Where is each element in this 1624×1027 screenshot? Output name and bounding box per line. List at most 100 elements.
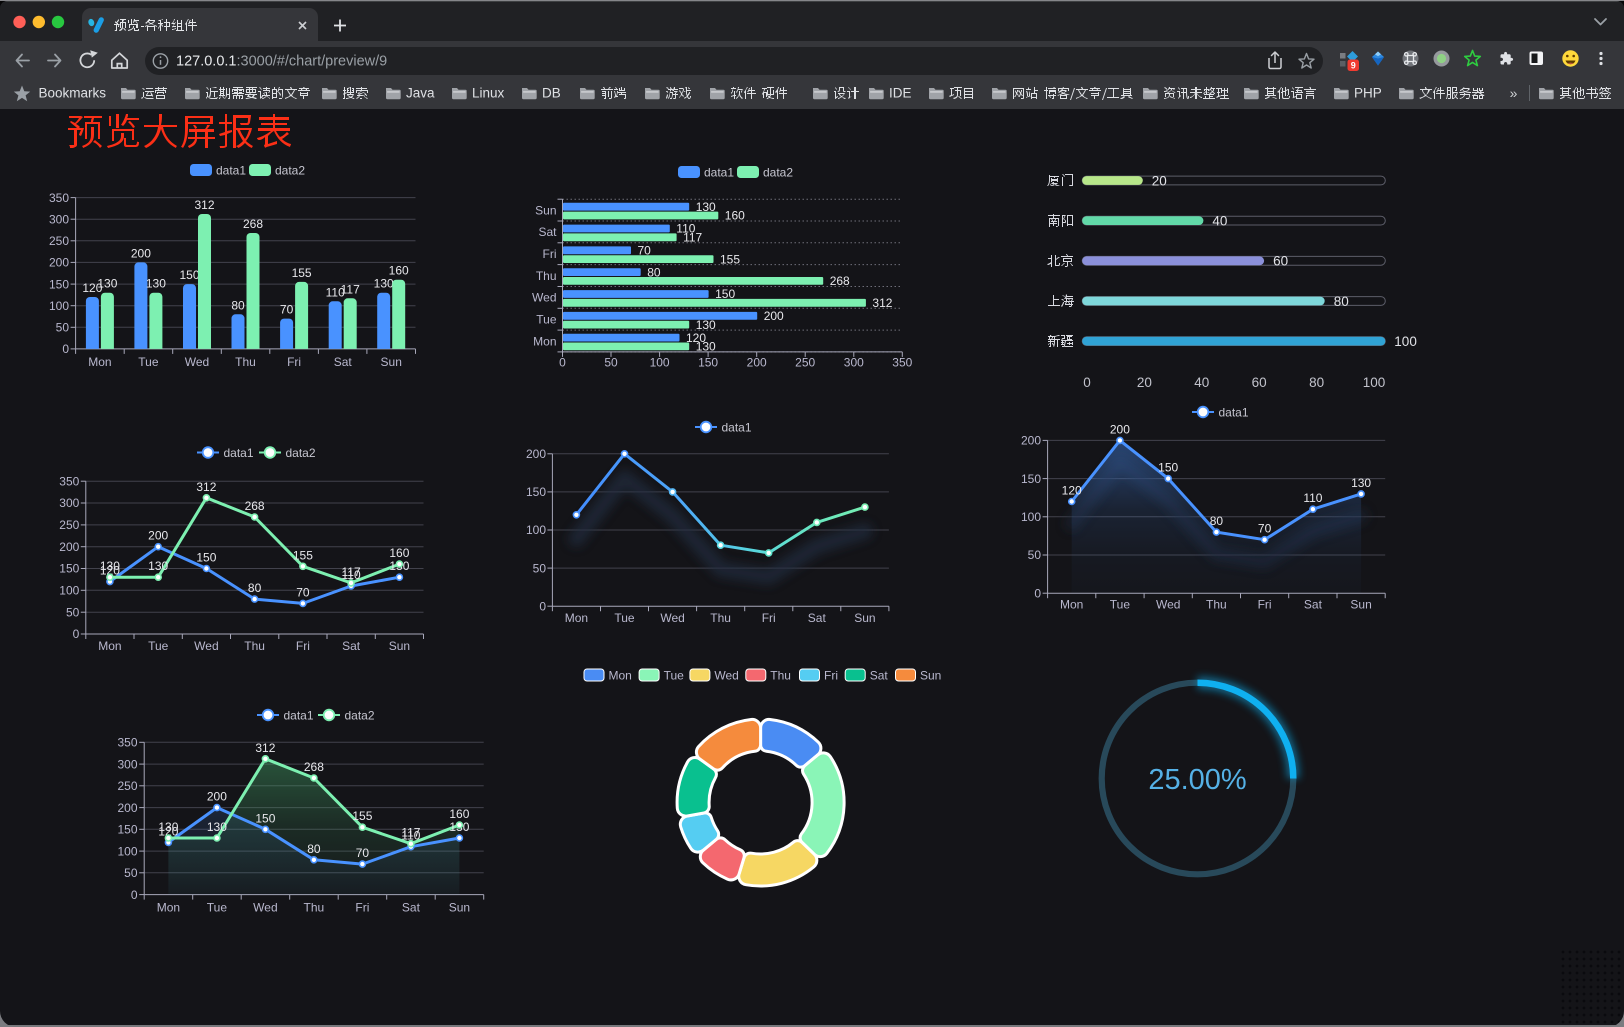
svg-text:80: 80 — [231, 298, 245, 312]
svg-text:Sun: Sun — [381, 355, 402, 369]
svg-text:100: 100 — [117, 844, 137, 858]
svg-text:0: 0 — [1083, 375, 1091, 390]
svg-text:Mon: Mon — [533, 334, 556, 348]
svg-text:250: 250 — [59, 518, 79, 532]
svg-text:60: 60 — [1273, 254, 1288, 269]
svg-text:Fri: Fri — [824, 669, 838, 683]
svg-text:20: 20 — [1152, 173, 1167, 188]
svg-text:80: 80 — [1210, 514, 1224, 528]
svg-text:130: 130 — [696, 200, 716, 214]
svg-text:200: 200 — [526, 447, 546, 461]
svg-text:350: 350 — [892, 356, 912, 370]
svg-text:Sun: Sun — [854, 611, 875, 625]
svg-text:130: 130 — [1351, 476, 1371, 490]
svg-text:Tue: Tue — [148, 639, 169, 653]
svg-text:Fri: Fri — [762, 611, 776, 625]
svg-text:Linux: Linux — [472, 86, 505, 101]
svg-text:268: 268 — [304, 760, 324, 774]
svg-text:50: 50 — [66, 605, 80, 619]
svg-text:50: 50 — [124, 866, 138, 880]
svg-text:150: 150 — [526, 485, 546, 499]
svg-text:200: 200 — [148, 529, 168, 543]
svg-text:70: 70 — [638, 244, 652, 258]
svg-text:350: 350 — [117, 736, 137, 750]
svg-text:80: 80 — [647, 265, 661, 279]
svg-text:150: 150 — [1158, 461, 1178, 475]
svg-text:100: 100 — [1394, 334, 1417, 349]
svg-text:Tue: Tue — [664, 669, 685, 683]
svg-text:312: 312 — [196, 480, 216, 494]
svg-text:Thu: Thu — [770, 669, 791, 683]
svg-text:120: 120 — [100, 564, 120, 578]
svg-text:9: 9 — [1351, 61, 1356, 71]
svg-text:DB: DB — [542, 86, 561, 101]
svg-text:150: 150 — [179, 268, 199, 282]
svg-text:200: 200 — [1021, 434, 1041, 448]
svg-text:IDE: IDE — [889, 86, 912, 101]
svg-text:130: 130 — [97, 277, 117, 291]
svg-text:200: 200 — [764, 309, 784, 323]
svg-text:20: 20 — [1137, 375, 1152, 390]
svg-text:Sun: Sun — [389, 639, 410, 653]
svg-text:312: 312 — [872, 296, 892, 310]
svg-text:300: 300 — [117, 757, 137, 771]
svg-text:120: 120 — [82, 281, 102, 295]
svg-text:Sat: Sat — [870, 669, 889, 683]
svg-text:155: 155 — [292, 266, 312, 280]
svg-text:300: 300 — [844, 356, 864, 370]
svg-text:70: 70 — [356, 846, 370, 860]
svg-text:100: 100 — [1021, 510, 1041, 524]
svg-text:Java: Java — [406, 86, 435, 101]
svg-text:250: 250 — [49, 234, 69, 248]
svg-text:110: 110 — [401, 829, 420, 843]
svg-text:Thu: Thu — [1206, 598, 1227, 612]
svg-text:60: 60 — [1252, 375, 1267, 390]
svg-text:Thu: Thu — [536, 269, 557, 283]
svg-text:data1: data1 — [224, 446, 254, 460]
svg-text:Sun: Sun — [449, 901, 470, 915]
svg-text:Sat: Sat — [808, 611, 827, 625]
svg-text:data1: data1 — [1219, 405, 1249, 419]
svg-text:50: 50 — [604, 356, 618, 370]
svg-text:Thu: Thu — [235, 355, 256, 369]
svg-text:117: 117 — [401, 826, 420, 840]
svg-text:100: 100 — [1363, 375, 1386, 390]
svg-text:130: 130 — [374, 277, 394, 291]
svg-text:130: 130 — [207, 820, 227, 834]
svg-text:50: 50 — [533, 561, 547, 575]
svg-text:Mon: Mon — [98, 639, 121, 653]
svg-text:110: 110 — [1303, 491, 1322, 505]
svg-text:250: 250 — [795, 356, 815, 370]
svg-text:data2: data2 — [345, 708, 375, 722]
svg-text:150: 150 — [1021, 472, 1041, 486]
svg-text:0: 0 — [73, 627, 80, 641]
svg-text:130: 130 — [696, 340, 716, 354]
svg-text:130: 130 — [146, 277, 166, 291]
svg-text:268: 268 — [245, 499, 265, 513]
svg-text:110: 110 — [326, 285, 345, 299]
svg-text:80: 80 — [248, 581, 262, 595]
svg-text:Tue: Tue — [207, 901, 228, 915]
svg-text:127.0.0.1:3000/#/chart/preview: 127.0.0.1:3000/#/chart/preview/9 — [176, 54, 387, 70]
svg-text:Sat: Sat — [538, 225, 557, 239]
svg-text:117: 117 — [341, 282, 360, 296]
svg-text:Fri: Fri — [1258, 598, 1272, 612]
svg-text:200: 200 — [117, 801, 137, 815]
svg-text:data1: data1 — [284, 708, 314, 722]
svg-text:25.00%: 25.00% — [1148, 764, 1246, 796]
svg-text:120: 120 — [158, 824, 178, 838]
svg-text:350: 350 — [59, 474, 79, 488]
svg-text:150: 150 — [49, 277, 69, 291]
svg-text:Sun: Sun — [920, 669, 941, 683]
svg-text:Wed: Wed — [194, 639, 218, 653]
svg-text:268: 268 — [243, 217, 263, 231]
svg-text:200: 200 — [49, 256, 69, 270]
svg-text:40: 40 — [1194, 375, 1209, 390]
svg-text:100: 100 — [49, 299, 69, 313]
svg-text:Mon: Mon — [1060, 598, 1083, 612]
svg-text:Sat: Sat — [334, 355, 353, 369]
svg-text:200: 200 — [1110, 422, 1130, 436]
svg-text:Tue: Tue — [138, 355, 159, 369]
svg-text:150: 150 — [715, 287, 735, 301]
svg-text:80: 80 — [307, 842, 321, 856]
